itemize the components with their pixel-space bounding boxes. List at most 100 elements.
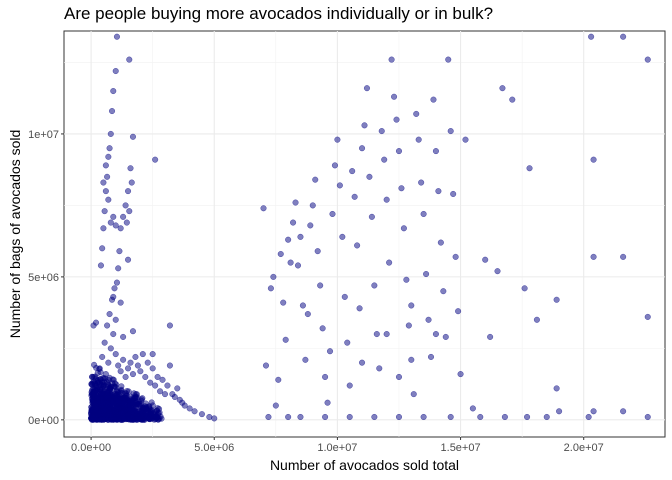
data-point bbox=[132, 400, 139, 407]
data-point bbox=[430, 96, 437, 103]
data-point bbox=[317, 282, 324, 289]
data-point bbox=[314, 248, 321, 255]
data-point bbox=[113, 279, 121, 286]
data-point bbox=[95, 399, 102, 406]
data-point bbox=[437, 239, 444, 246]
data-point bbox=[423, 270, 430, 278]
data-point bbox=[138, 413, 145, 420]
data-point bbox=[494, 268, 501, 275]
data-point bbox=[482, 256, 489, 263]
data-point bbox=[104, 322, 111, 329]
data-point bbox=[100, 225, 107, 232]
data-point bbox=[322, 373, 329, 381]
data-point bbox=[405, 322, 412, 329]
data-point bbox=[122, 373, 129, 381]
data-point bbox=[447, 413, 454, 421]
data-point bbox=[290, 219, 297, 226]
data-point bbox=[585, 413, 592, 421]
data-point bbox=[533, 316, 540, 323]
data-point bbox=[322, 413, 329, 421]
data-point bbox=[420, 210, 427, 218]
data-point bbox=[393, 116, 400, 123]
data-point bbox=[509, 96, 516, 103]
data-point bbox=[361, 122, 368, 129]
data-point bbox=[356, 305, 363, 312]
data-point bbox=[400, 225, 407, 232]
data-point bbox=[363, 85, 371, 92]
data-point bbox=[270, 273, 277, 280]
data-point bbox=[102, 371, 109, 378]
x-tick-label: 1.0e+07 bbox=[317, 442, 357, 454]
data-point bbox=[324, 399, 331, 406]
data-point bbox=[149, 351, 156, 358]
data-point bbox=[588, 33, 595, 40]
data-point bbox=[116, 404, 123, 411]
data-point bbox=[526, 165, 533, 172]
data-point bbox=[134, 394, 141, 401]
data-point bbox=[620, 33, 627, 40]
data-point bbox=[112, 351, 119, 358]
data-point bbox=[120, 213, 127, 220]
data-point bbox=[450, 190, 457, 198]
data-point bbox=[159, 376, 166, 383]
data-point bbox=[122, 202, 129, 209]
y-axis-ticks: 0e+00 5e+06 1e+07 bbox=[28, 129, 64, 427]
data-point bbox=[110, 293, 117, 300]
data-point bbox=[137, 368, 144, 375]
data-point bbox=[398, 185, 405, 192]
data-point bbox=[499, 85, 506, 92]
data-point bbox=[260, 205, 267, 212]
data-point bbox=[553, 385, 560, 392]
chart-title: Are people buying more avocados individu… bbox=[64, 4, 493, 23]
data-point bbox=[644, 56, 651, 63]
data-point bbox=[477, 413, 484, 421]
data-point bbox=[553, 296, 560, 303]
data-point bbox=[455, 308, 462, 315]
data-point bbox=[147, 379, 154, 386]
data-point bbox=[124, 188, 132, 195]
data-point bbox=[410, 391, 417, 398]
data-point bbox=[358, 359, 366, 366]
data-point bbox=[620, 408, 627, 415]
data-point bbox=[108, 108, 116, 115]
data-point bbox=[111, 285, 118, 292]
data-point bbox=[297, 413, 304, 421]
data-point bbox=[157, 388, 164, 395]
data-point bbox=[106, 311, 113, 318]
data-point bbox=[556, 408, 563, 415]
data-point bbox=[120, 356, 127, 363]
data-point bbox=[110, 331, 117, 338]
data-point bbox=[373, 331, 380, 338]
data-point bbox=[102, 406, 109, 413]
data-point bbox=[262, 362, 270, 369]
data-point bbox=[644, 313, 651, 320]
data-point bbox=[334, 136, 341, 143]
y-axis-title: Number of bags of avocados sold bbox=[7, 130, 23, 339]
grid-lines bbox=[64, 31, 665, 437]
data-point bbox=[386, 259, 393, 266]
data-point bbox=[91, 390, 98, 397]
data-point bbox=[123, 219, 130, 226]
data-point bbox=[100, 179, 107, 186]
data-point bbox=[395, 148, 403, 155]
data-point bbox=[104, 412, 111, 419]
y-tick-label: 0e+00 bbox=[28, 415, 59, 427]
data-point bbox=[487, 333, 494, 340]
data-point bbox=[149, 365, 156, 372]
data-point bbox=[92, 382, 99, 389]
data-point bbox=[312, 176, 319, 183]
data-point bbox=[118, 383, 125, 390]
data-point bbox=[341, 293, 348, 300]
data-point bbox=[106, 145, 113, 152]
data-point bbox=[420, 413, 427, 421]
data-point bbox=[105, 359, 112, 366]
data-point bbox=[440, 288, 447, 295]
data-point bbox=[153, 413, 160, 420]
data-point bbox=[125, 412, 133, 420]
data-point bbox=[590, 253, 597, 260]
data-point bbox=[368, 213, 375, 220]
data-point bbox=[299, 302, 306, 309]
data-point bbox=[358, 145, 366, 152]
data-point bbox=[620, 253, 627, 260]
